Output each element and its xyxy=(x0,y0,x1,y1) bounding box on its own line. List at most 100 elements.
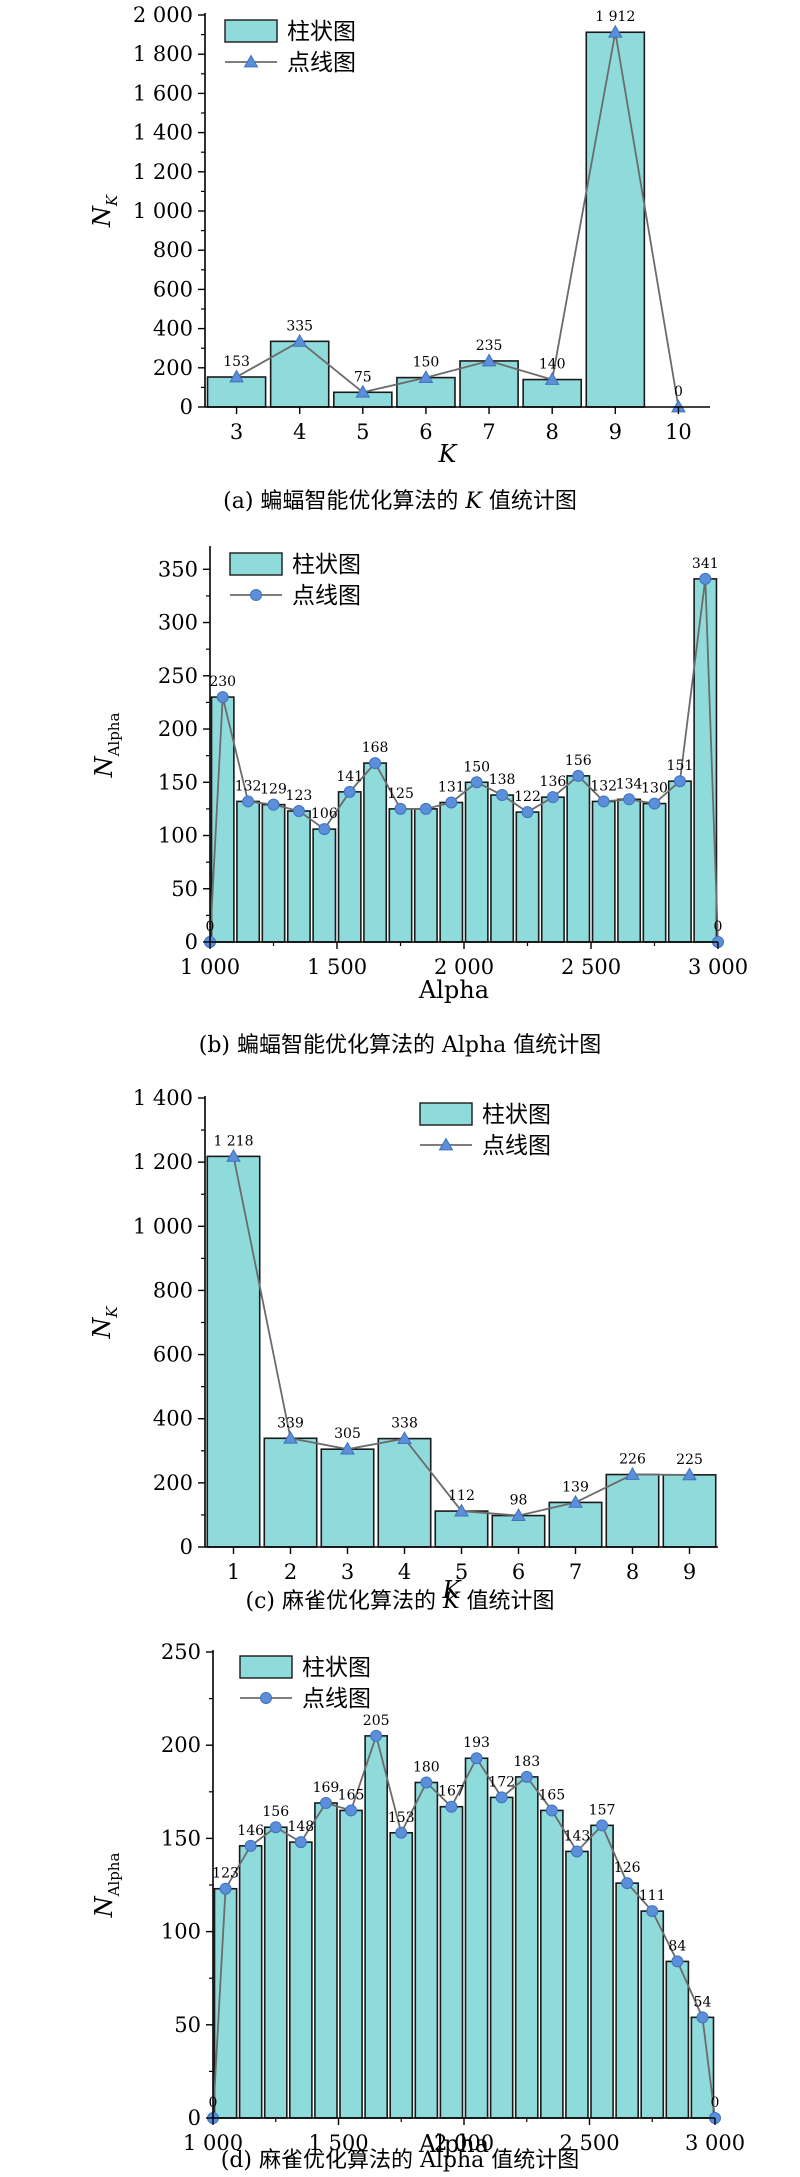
bar xyxy=(459,360,519,408)
data-label: 129 xyxy=(260,782,287,798)
legend-marker xyxy=(260,1692,272,1704)
data-label: 180 xyxy=(413,1759,440,1775)
data-label: 126 xyxy=(614,1860,641,1876)
x-tick-label: 6 xyxy=(512,1560,525,1584)
x-tick-label: 5 xyxy=(356,420,369,444)
y-tick-label: 0 xyxy=(188,2106,201,2130)
data-point xyxy=(345,1804,358,1817)
data-label: 141 xyxy=(336,769,363,785)
x-axis-title: Alpha xyxy=(418,2130,489,2158)
legend-label-bar: 柱状图 xyxy=(292,552,361,578)
data-label: 235 xyxy=(476,338,503,354)
data-label: 168 xyxy=(362,740,389,756)
y-tick-label: 0 xyxy=(180,395,193,419)
data-label: 134 xyxy=(616,776,643,792)
svg-text:NK: NK xyxy=(88,1306,121,1340)
data-label: 132 xyxy=(235,778,262,794)
y-axis-title: NK xyxy=(88,1306,121,1340)
data-label: 143 xyxy=(564,1828,591,1844)
y-tick-label: 0 xyxy=(185,930,198,954)
bar xyxy=(263,1437,318,1548)
bar xyxy=(490,794,515,943)
bar xyxy=(269,340,330,408)
data-label: 165 xyxy=(338,1787,365,1803)
x-tick-label: 3 000 xyxy=(688,955,748,979)
data-point xyxy=(623,793,636,806)
y-axis-title-main: N xyxy=(90,755,118,778)
data-label: 138 xyxy=(489,772,516,788)
data-point xyxy=(546,791,559,804)
caption-part: K xyxy=(464,489,483,514)
bar xyxy=(414,1781,439,2119)
caption-part: K xyxy=(442,1589,461,1614)
x-tick-label: 4 xyxy=(398,1560,411,1584)
data-point xyxy=(568,1494,583,1508)
data-point xyxy=(292,805,305,818)
data-label: 156 xyxy=(262,1804,289,1820)
bar xyxy=(439,801,464,943)
bar xyxy=(548,1501,603,1548)
chart-d: 1231461561481691652051531801671931721831… xyxy=(90,1640,745,2173)
data-label: 98 xyxy=(510,1493,528,1509)
data-label: 305 xyxy=(334,1426,361,1442)
data-point xyxy=(269,1821,282,1834)
data-point xyxy=(481,353,497,367)
series-line xyxy=(212,1732,716,2119)
y-tick-label: 200 xyxy=(158,717,198,741)
data-point xyxy=(545,1804,558,1817)
data-point xyxy=(294,1836,307,1849)
bar xyxy=(286,810,311,943)
legend-marker xyxy=(438,1137,454,1151)
bar xyxy=(388,808,413,943)
data-point xyxy=(420,1776,433,1789)
data-label: 151 xyxy=(667,758,694,774)
y-axis-title-sub: K xyxy=(103,1306,121,1319)
data-point xyxy=(318,823,331,836)
data-point xyxy=(696,2011,709,2024)
data-label: 1 912 xyxy=(595,9,635,25)
y-tick-label: 0 xyxy=(180,1535,193,1559)
bar xyxy=(665,1960,690,2119)
y-tick-label: 250 xyxy=(158,664,198,688)
data-label: 111 xyxy=(639,1888,666,1904)
x-tick-label: 1 000 xyxy=(180,955,240,979)
data-point xyxy=(216,691,229,704)
bar xyxy=(591,800,616,943)
y-tick-label: 350 xyxy=(158,557,198,581)
data-point xyxy=(340,1441,355,1455)
data-point xyxy=(597,795,610,808)
y-tick-label: 150 xyxy=(161,1826,201,1850)
data-point xyxy=(673,775,686,788)
data-label: 125 xyxy=(387,786,414,802)
x-tick-label: 2 000 xyxy=(434,955,494,979)
y-tick-label: 1 200 xyxy=(133,160,193,184)
data-point xyxy=(621,1877,634,1890)
data-label: 183 xyxy=(513,1754,540,1770)
caption-part: 值统计图 xyxy=(459,1589,554,1614)
data-point xyxy=(370,1729,383,1742)
series-line xyxy=(236,32,680,408)
bar xyxy=(693,578,718,943)
data-label: 156 xyxy=(565,753,592,769)
bar xyxy=(238,1845,263,2119)
bar xyxy=(434,1510,489,1548)
bar xyxy=(540,1809,564,2119)
bar xyxy=(617,798,642,943)
data-point xyxy=(369,757,382,770)
data-label: 167 xyxy=(438,1784,465,1800)
bar xyxy=(590,1824,614,2119)
bar xyxy=(312,828,337,943)
legend-label-line: 点线图 xyxy=(292,583,361,609)
legend-label-bar: 柱状图 xyxy=(287,19,356,45)
caption-part: (a) 蝙蝠智能优化算法的 xyxy=(223,489,465,514)
data-label: 150 xyxy=(463,759,490,775)
y-tick-label: 200 xyxy=(153,356,193,380)
x-tick-label: 1 xyxy=(227,1560,240,1584)
y-tick-label: 250 xyxy=(161,1640,201,1664)
y-tick-label: 400 xyxy=(153,1407,193,1431)
x-tick-label: 1 500 xyxy=(307,955,367,979)
y-tick-label: 800 xyxy=(153,1278,193,1302)
